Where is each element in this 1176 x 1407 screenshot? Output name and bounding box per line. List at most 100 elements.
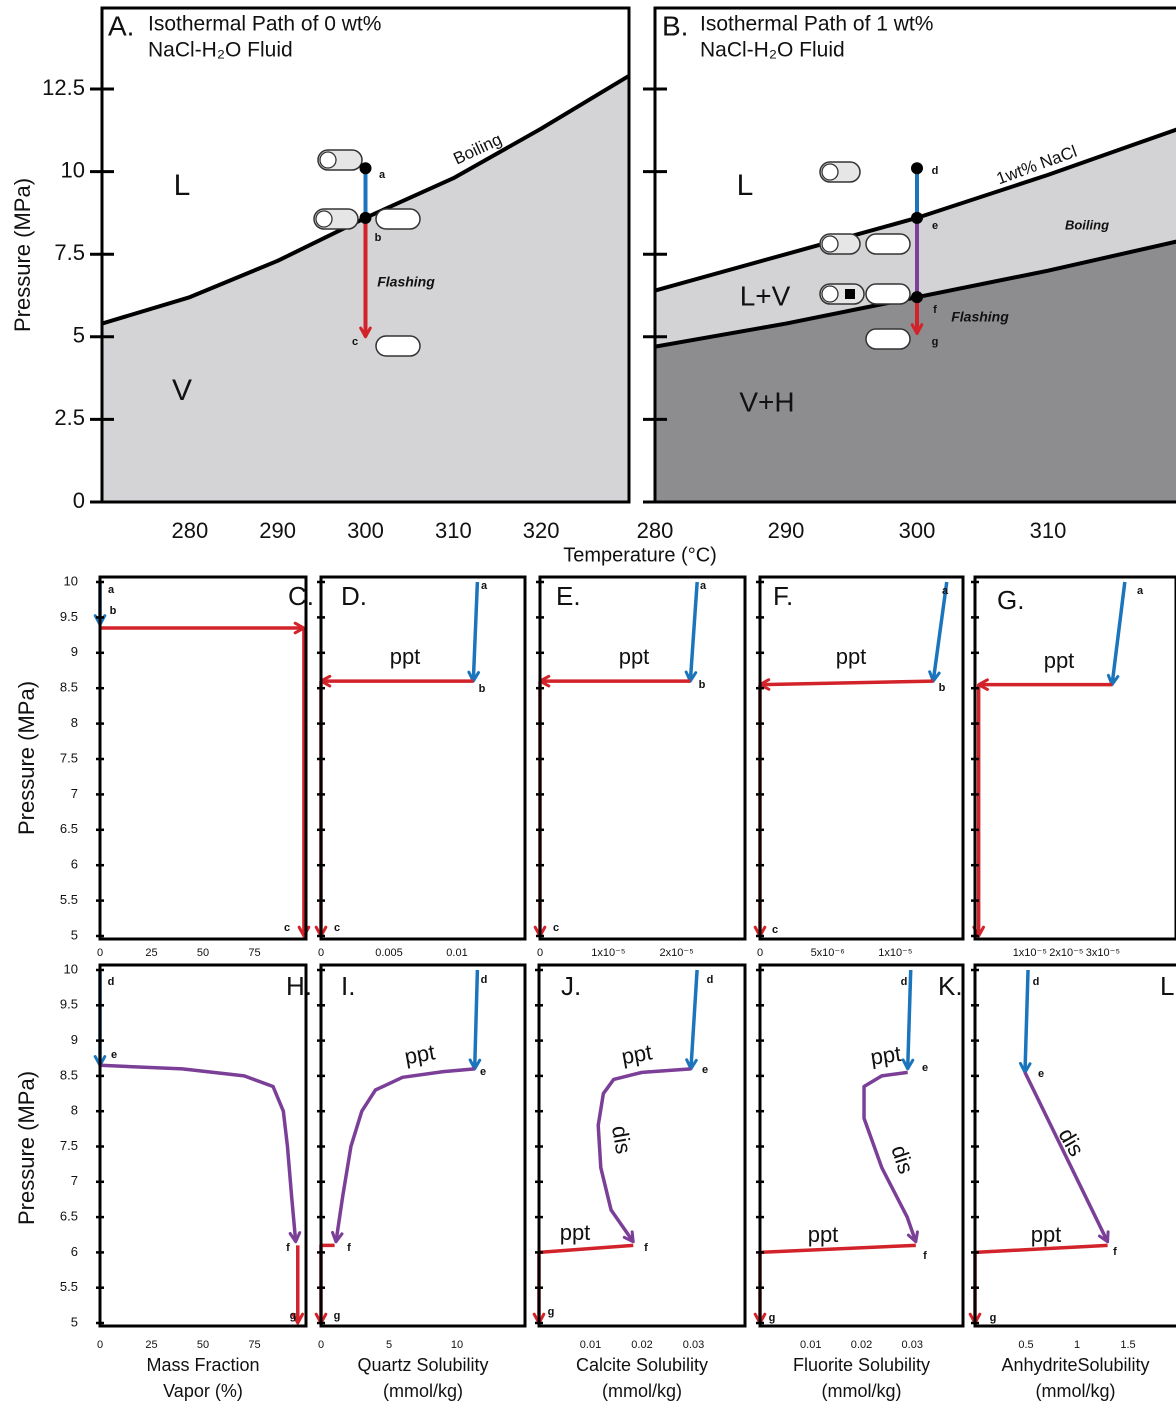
x-tick-label: 2x10⁻⁵	[1049, 947, 1083, 959]
x-tick-label: 0.01	[446, 947, 467, 959]
arrow-head	[910, 323, 924, 335]
plot-background	[100, 965, 306, 1326]
y-axis-title: Pressure (MPa)	[14, 681, 39, 835]
annotation: c	[284, 922, 290, 934]
bubble-icon	[315, 210, 333, 228]
annotation: f	[347, 1242, 351, 1254]
annotation: e	[480, 1066, 486, 1078]
annotation: a	[379, 169, 386, 181]
fluid-path	[596, 1067, 692, 1243]
panel-label: B.	[662, 10, 688, 41]
annotation: Flashing	[951, 309, 1009, 325]
annotation: a	[108, 584, 115, 596]
annotation: g	[548, 1306, 555, 1318]
x-tick-label: 0.01	[800, 1339, 821, 1351]
x-tick-label: 50	[197, 1339, 209, 1351]
annotation: ppt	[836, 644, 867, 669]
y-tick-label: 6.5	[60, 821, 78, 836]
x-axis-title: Vapor (%)	[163, 1381, 243, 1401]
x-tick-label: 0.005	[375, 947, 403, 959]
x-axis-title: Calcite Solubility	[576, 1355, 708, 1375]
annotation: L	[737, 169, 754, 202]
x-tick-label: 0.03	[683, 1339, 704, 1351]
annotation: c	[334, 922, 340, 934]
fluid-path	[99, 1063, 298, 1242]
panel-label: E.	[556, 581, 581, 611]
annotation: d	[707, 974, 714, 986]
x-tick-label: 300	[347, 518, 384, 543]
x-tick-label: 2x10⁻⁵	[660, 947, 694, 959]
y-tick-label: 7.5	[60, 750, 78, 765]
annotation: V	[172, 374, 192, 407]
annotation: b	[939, 682, 946, 694]
arrow-head	[291, 1312, 305, 1325]
annotation: ppt	[808, 1222, 839, 1247]
y-axis-title: Pressure (MPa)	[14, 1071, 39, 1225]
plot-background	[760, 965, 963, 1326]
annotation: dis	[607, 1124, 637, 1156]
plot-background	[975, 577, 1176, 939]
arrow-head	[1097, 1230, 1110, 1244]
bubble-icon	[821, 235, 839, 253]
y-tick-label: 7.5	[54, 240, 85, 265]
annotation: d	[1033, 976, 1040, 988]
plot-background	[321, 577, 525, 939]
plot-background	[540, 577, 745, 939]
x-tick-label: 310	[1030, 518, 1067, 543]
annotation: b	[375, 232, 382, 244]
annotation: g	[932, 336, 939, 348]
x-tick-label: 0.02	[851, 1339, 872, 1351]
x-tick-label: 3x10⁻⁵	[1086, 947, 1120, 959]
arrow-head	[906, 1230, 919, 1244]
path-point	[911, 162, 923, 175]
annotation: Flashing	[377, 274, 435, 290]
y-tick-label: 5.5	[60, 1279, 78, 1294]
annotation: ppt	[1031, 1222, 1062, 1247]
annotation: e	[1038, 1068, 1044, 1080]
panel-label: A.	[108, 10, 134, 41]
bubble-icon	[865, 283, 911, 305]
y-tick-label: 9.5	[60, 609, 78, 624]
panel-title: Isothermal Path of 0 wt%	[148, 13, 381, 36]
plot-background	[100, 577, 306, 939]
bubble-icon	[821, 163, 839, 181]
annotation: c	[772, 924, 778, 936]
y-tick-label: 7	[71, 786, 78, 801]
x-tick-label: 25	[145, 1339, 157, 1351]
x-tick-label: 280	[637, 518, 674, 543]
x-tick-label: 0.02	[631, 1339, 652, 1351]
annotation: d	[901, 976, 908, 988]
panel-label: F.	[773, 581, 793, 611]
plot-background	[760, 577, 963, 939]
x-axis-title: Temperature (°C)	[563, 544, 717, 566]
annotation: a	[481, 580, 488, 592]
x-tick-label: 0.03	[902, 1339, 923, 1351]
path-point	[359, 211, 372, 224]
panel-label: G.	[997, 585, 1024, 615]
y-tick-label: 8	[71, 715, 78, 730]
annotation: ppt	[1044, 648, 1075, 673]
y-tick-label: 5	[71, 927, 78, 942]
annotation: d	[481, 974, 488, 986]
y-tick-label: 5	[73, 323, 85, 348]
y-tick-label: 12.5	[42, 75, 85, 100]
path-point	[359, 162, 372, 175]
fluid-path	[472, 969, 480, 1069]
x-tick-label: 290	[768, 518, 805, 543]
panel-label: C.	[288, 581, 314, 611]
annotation: e	[922, 1062, 928, 1074]
fluid-path	[759, 679, 934, 687]
y-tick-label: 10	[61, 157, 85, 182]
x-axis-title: Quartz Solubility	[357, 1355, 488, 1375]
annotation: e	[932, 220, 938, 232]
annotation: a	[700, 580, 707, 592]
arrow-head	[901, 1058, 915, 1071]
annotation: ppt	[619, 644, 650, 669]
x-axis-title: (mmol/kg)	[822, 1381, 902, 1401]
x-axis-title: (mmol/kg)	[602, 1381, 682, 1401]
annotation: b	[699, 679, 706, 691]
x-tick-label: 290	[259, 518, 296, 543]
annotation: ppt	[560, 1220, 591, 1245]
